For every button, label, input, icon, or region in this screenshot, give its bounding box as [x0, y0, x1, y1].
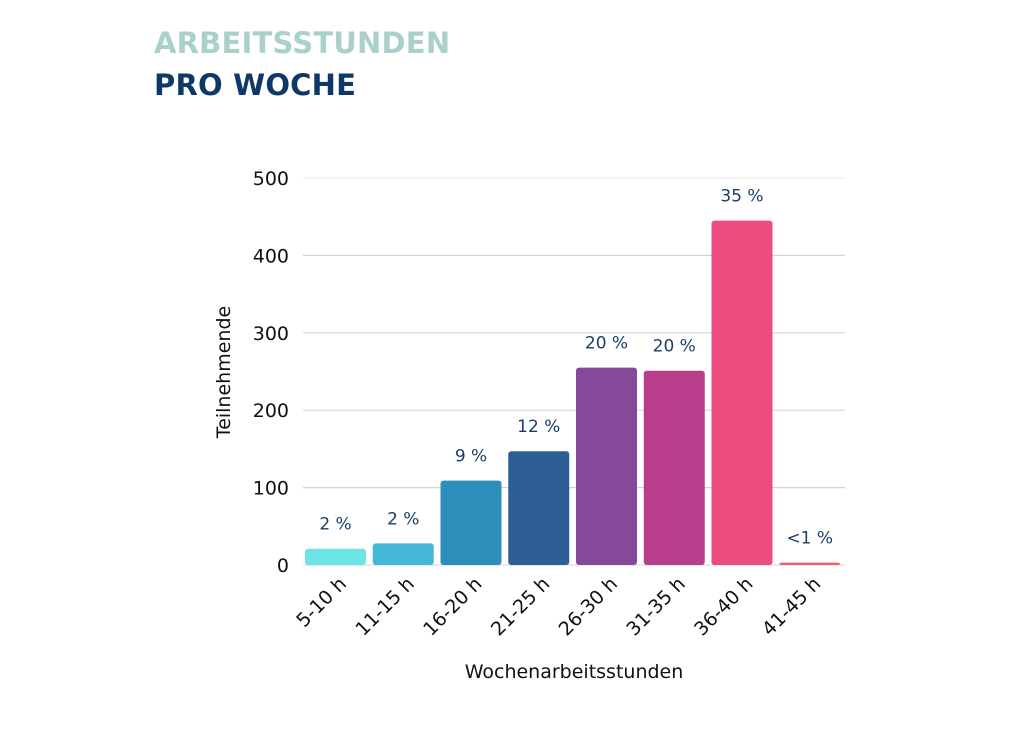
y-tick-label: 500 [253, 168, 289, 190]
bar-31-35h [643, 370, 705, 565]
bar-16-20h [440, 480, 502, 565]
x-tick-label: 16-20 h [419, 573, 486, 640]
x-tick-label: 11-15 h [351, 573, 418, 640]
bar-11-15h [372, 543, 434, 565]
data-label: 20 % [585, 334, 628, 354]
data-label: 2 % [319, 515, 351, 535]
y-tick-label: 0 [277, 555, 289, 577]
bar-21-25h [508, 451, 570, 565]
data-label: 9 % [455, 447, 487, 467]
bar-26-30h [576, 367, 637, 565]
x-tick-label: 5-10 h [292, 573, 351, 632]
data-label: 20 % [653, 337, 696, 357]
x-axis-label: Wochenarbeitsstunden [465, 661, 684, 683]
y-tick-label: 100 [253, 478, 289, 500]
title-line-2: PRO WOCHE [154, 68, 357, 102]
x-tick-label: 21-25 h [487, 573, 554, 640]
data-label: <1 % [786, 529, 833, 549]
y-tick-label: 400 [253, 245, 289, 267]
bar-5-10h [305, 548, 366, 565]
data-label: 35 % [720, 187, 763, 207]
bar-41-45h [779, 562, 841, 565]
data-label: 12 % [517, 417, 560, 437]
x-tick-label: 36-40 h [690, 573, 757, 640]
x-tick-label: 31-35 h [622, 573, 689, 640]
data-label: 2 % [387, 509, 419, 529]
bar-36-40h [711, 220, 773, 565]
y-tick-label: 200 [253, 400, 289, 422]
y-axis-label: Teilnehmende [213, 306, 235, 439]
x-tick-label: 41-45 h [758, 573, 825, 640]
y-tick-label: 300 [253, 323, 289, 345]
title-line-1: ARBEITSSTUNDEN [154, 26, 451, 60]
x-tick-label: 26-30 h [555, 573, 622, 640]
